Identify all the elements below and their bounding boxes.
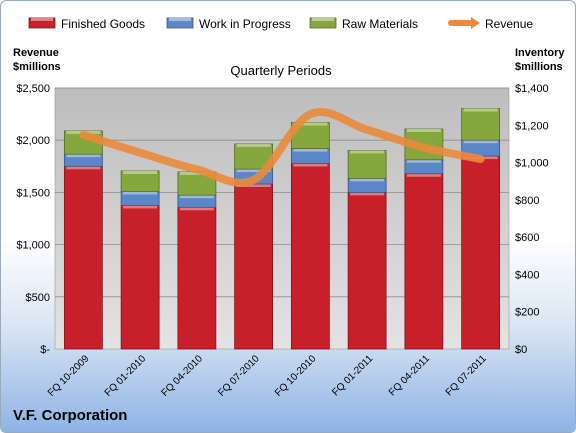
left-tick-label: $2,000 bbox=[16, 135, 50, 147]
bar-group bbox=[63, 108, 501, 350]
x-tick-label: FQ 07-2011 bbox=[444, 353, 489, 398]
bar-highlight bbox=[293, 163, 328, 167]
bar-highlight bbox=[463, 140, 498, 144]
x-tick-label: FQ 10-2010 bbox=[273, 353, 319, 399]
bar-segment bbox=[404, 173, 444, 350]
revenue-line bbox=[79, 108, 485, 187]
bar-segment bbox=[177, 206, 217, 350]
right-tick-label: $0 bbox=[515, 344, 527, 356]
right-axis-label-line1: Inventory bbox=[515, 47, 565, 59]
bar-segment bbox=[290, 163, 330, 350]
bar-highlight bbox=[406, 129, 441, 133]
x-tick-label: FQ 01-2010 bbox=[103, 353, 149, 399]
bar-highlight bbox=[293, 122, 328, 126]
right-axis-label-line2: $millions bbox=[515, 61, 563, 73]
left-tick-label: $- bbox=[40, 344, 50, 356]
legend-swatch-highlight bbox=[169, 18, 191, 21]
bar-segment bbox=[347, 150, 387, 179]
bar-highlight bbox=[179, 207, 214, 211]
bar-segment bbox=[461, 108, 501, 141]
bar-highlight bbox=[123, 170, 158, 174]
bar-highlight bbox=[293, 148, 328, 152]
revenue-line-group bbox=[79, 108, 485, 187]
legend-swatch-arrow bbox=[471, 17, 480, 29]
legend: Finished Goods Work in Progress Raw Materi… bbox=[28, 17, 533, 31]
legend-label: Revenue bbox=[485, 17, 533, 31]
bar-highlight bbox=[406, 173, 441, 177]
left-tick-label: $2,500 bbox=[16, 83, 50, 95]
bar-highlight bbox=[236, 143, 271, 147]
bar-segment bbox=[120, 170, 160, 192]
x-tick-label: FQ 01-2011 bbox=[330, 353, 375, 398]
bar-highlight bbox=[123, 205, 158, 209]
bar-highlight bbox=[236, 184, 271, 188]
right-tick-label: $800 bbox=[515, 195, 539, 207]
legend-label: Finished Goods bbox=[61, 17, 145, 31]
right-tick-label: $1,000 bbox=[515, 158, 549, 170]
left-tick-label: $1,500 bbox=[16, 187, 50, 199]
right-tick-label: $1,400 bbox=[515, 83, 549, 95]
legend-swatch-highlight bbox=[31, 18, 53, 21]
bar-segment bbox=[234, 183, 274, 350]
right-tick-label: $400 bbox=[515, 269, 539, 281]
x-tick-label: FQ 04-2011 bbox=[387, 353, 432, 398]
right-axis: $0 $200 $400 $600 $800 $1,000 $1,200 $1,400 bbox=[515, 83, 549, 356]
right-tick-label: $1,200 bbox=[515, 120, 549, 132]
legend-swatch-highlight bbox=[312, 18, 334, 21]
left-axis-label-line1: Revenue bbox=[13, 47, 59, 59]
x-tick-label: FQ 10-2009 bbox=[46, 353, 92, 399]
bar-segment bbox=[120, 205, 160, 350]
left-axis: $- $500 $1,000 $1,500 $2,000 $2,500 bbox=[16, 83, 50, 356]
left-axis-label-line2: $millions bbox=[13, 61, 61, 73]
left-tick-label: $1,000 bbox=[16, 240, 50, 252]
right-tick-label: $600 bbox=[515, 232, 539, 244]
bar-highlight bbox=[179, 195, 214, 199]
legend-label: Work in Progress bbox=[199, 17, 291, 31]
bar-highlight bbox=[123, 191, 158, 195]
bar-segment bbox=[63, 165, 103, 350]
x-tick-label: FQ 04-2010 bbox=[159, 353, 205, 399]
bar-highlight bbox=[406, 159, 441, 163]
right-tick-label: $200 bbox=[515, 307, 539, 319]
bar-highlight bbox=[350, 178, 385, 182]
company-name: V.F. Corporation bbox=[13, 407, 128, 424]
bar-highlight bbox=[350, 150, 385, 154]
bar-segment bbox=[461, 155, 501, 350]
legend-label: Raw Materials bbox=[342, 17, 418, 31]
x-tick-label: FQ 07-2010 bbox=[216, 353, 262, 399]
bar-segment bbox=[347, 191, 387, 350]
bar-highlight bbox=[66, 166, 101, 170]
bar-highlight bbox=[350, 192, 385, 196]
left-tick-label: $500 bbox=[26, 292, 50, 304]
x-axis: FQ 10-2009 FQ 01-2010 FQ 04-2010 FQ 07-2010… bbox=[46, 353, 489, 399]
bar-highlight bbox=[66, 154, 101, 158]
bar-highlight bbox=[463, 108, 498, 112]
bar-highlight bbox=[236, 169, 271, 173]
chart-title: Quarterly Periods bbox=[230, 63, 332, 78]
